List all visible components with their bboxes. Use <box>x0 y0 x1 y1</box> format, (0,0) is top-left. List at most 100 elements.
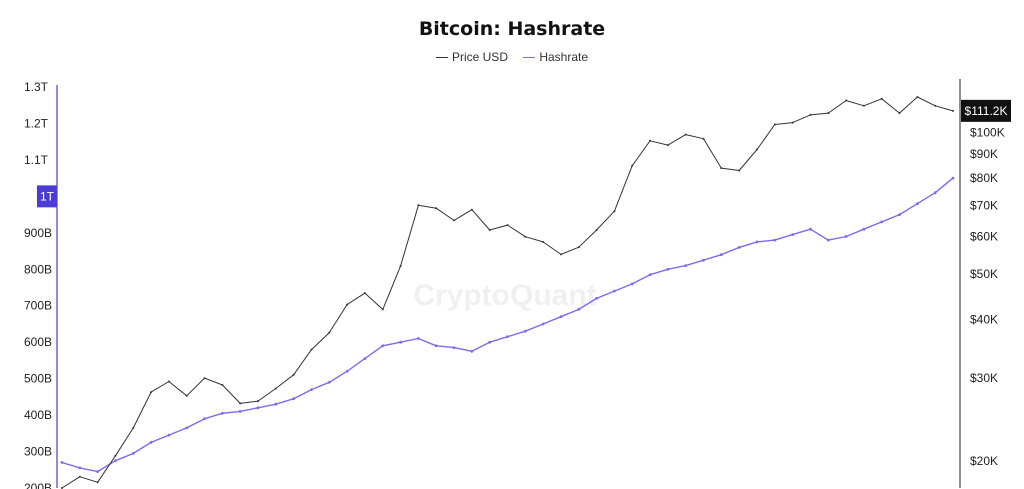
hashrate-point <box>809 227 812 231</box>
price-point <box>720 167 723 170</box>
left-tick-label: 1.2T <box>24 116 49 130</box>
price-point <box>809 113 812 116</box>
hashrate-point <box>826 238 830 242</box>
hashrate-point <box>185 426 189 430</box>
price-point <box>417 204 420 207</box>
hashrate-point <box>898 213 901 217</box>
price-point <box>649 139 652 142</box>
price-point <box>738 169 741 172</box>
hashrate-point <box>791 233 794 237</box>
price-point <box>773 123 776 126</box>
left-tick-label: 600B <box>24 335 52 349</box>
hashrate-point <box>648 273 652 277</box>
hashrate-point <box>844 235 848 238</box>
right-tick-label: $50K <box>970 267 998 281</box>
hashrate-point <box>434 344 438 348</box>
price-point <box>150 391 153 394</box>
price-point <box>132 426 135 429</box>
price-point <box>827 112 830 115</box>
left-tick-label: 1.1T <box>24 153 49 167</box>
price-point <box>78 475 81 478</box>
hashrate-point <box>274 402 278 406</box>
price-point <box>880 97 883 100</box>
hashrate-point <box>684 264 688 267</box>
left-axis: 200B 300B 400B 500B 600B 700B 800B 900B 1.1T 1.2T… <box>24 80 58 489</box>
series-layer <box>60 96 955 489</box>
hashrate-point <box>60 461 64 464</box>
price-point <box>952 109 954 112</box>
hashrate-point <box>577 308 581 311</box>
price-point <box>684 133 687 136</box>
price-point <box>560 253 562 256</box>
hashrate-point <box>238 410 242 413</box>
price-point <box>274 387 277 390</box>
hashrate-point <box>399 340 402 344</box>
right-tick-label: $70K <box>970 198 998 212</box>
right-tick-label: $90K <box>970 147 998 161</box>
hashrate-point <box>167 433 171 437</box>
price-current-label: $111.2K <box>965 104 1008 118</box>
hashrate-point <box>310 388 313 391</box>
hashrate-point <box>595 297 598 300</box>
price-point <box>791 121 794 124</box>
price-point <box>506 224 509 227</box>
hashrate-point <box>916 202 919 206</box>
price-point <box>328 331 331 334</box>
price-point <box>524 235 527 238</box>
left-tick-label: 1.3T <box>24 80 49 94</box>
hashrate-point <box>702 258 705 262</box>
price-point <box>934 104 937 107</box>
price-point <box>595 229 598 231</box>
legend-item-hashrate[interactable]: Hashrate <box>523 50 588 64</box>
hashrate-point <box>862 227 866 231</box>
hashrate-point <box>666 267 670 271</box>
right-tick-label: $20K <box>970 454 998 468</box>
left-tick-label: 200B <box>24 481 52 489</box>
price-point <box>381 308 384 311</box>
hashrate-point <box>719 253 723 257</box>
price-point <box>702 137 705 140</box>
hashrate-point <box>327 380 331 384</box>
left-tick-label: 800B <box>24 262 52 276</box>
hashrate-point <box>523 329 527 333</box>
legend-item-price[interactable]: Price USD <box>435 50 508 64</box>
price-point <box>96 481 99 484</box>
hashrate-point <box>381 344 385 348</box>
hashrate-point <box>363 357 367 360</box>
hashrate-point <box>149 441 153 444</box>
price-point <box>470 208 473 211</box>
hashrate-point <box>78 466 82 470</box>
left-tick-label: 500B <box>24 372 52 386</box>
price-point <box>862 104 865 107</box>
price-point <box>666 144 669 147</box>
hashrate-point <box>131 452 135 455</box>
left-tick-label: 400B <box>24 408 52 422</box>
price-point <box>399 264 402 267</box>
price-point <box>346 303 349 306</box>
chart-legend: Price USD Hashrate <box>0 50 1024 64</box>
hashrate-line <box>61 177 954 473</box>
hashrate-point <box>488 340 492 344</box>
legend-label-hashrate: Hashrate <box>539 50 589 64</box>
left-tick-label: 700B <box>24 299 52 313</box>
price-point <box>916 96 919 98</box>
hashrate-point <box>506 335 509 339</box>
hashrate-point <box>773 238 777 242</box>
price-point <box>453 219 455 222</box>
hashrate-point <box>755 240 759 244</box>
right-tick-label: $80K <box>970 171 998 185</box>
hashrate-point <box>737 246 741 249</box>
price-point <box>756 148 758 151</box>
legend-label-price: Price USD <box>451 50 508 64</box>
price-point <box>257 400 259 403</box>
hashrate-point <box>221 411 224 415</box>
chart-title: Bitcoin: Hashrate <box>418 18 606 40</box>
price-point <box>542 240 545 243</box>
hashrate-point <box>114 459 117 463</box>
price-point <box>613 210 616 213</box>
price-point <box>577 246 580 249</box>
price-point <box>203 377 206 380</box>
hashrate-point <box>951 176 955 180</box>
hashrate-point <box>417 337 420 340</box>
